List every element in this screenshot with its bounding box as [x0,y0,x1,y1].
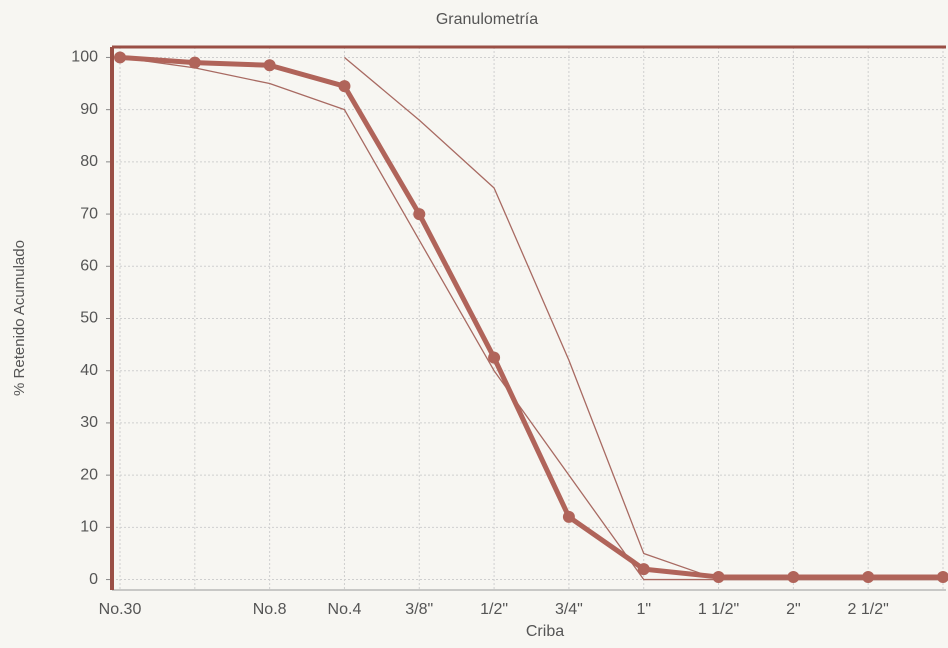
point [413,208,426,221]
chart-title: Granulometría [436,11,538,28]
point [263,59,276,72]
x-axis-label: Criba [526,623,564,640]
point [488,351,501,364]
y-tick-label: 100 [71,49,98,66]
point [712,570,725,583]
series-line [119,54,943,580]
y-tick-label: 70 [80,205,98,222]
y-tick-label: 0 [89,571,98,588]
point [787,570,800,583]
x-tick-label: 2 1/2" [848,601,889,618]
y-tick-label: 30 [80,414,98,431]
y-tick-label: 80 [80,153,98,170]
point [562,510,575,523]
y-tick-label: 40 [80,362,98,379]
x-tick-label: 3/8" [405,601,433,618]
x-tick-label: 3/4" [555,601,583,618]
x-tick-label: 1 1/2" [698,601,739,618]
point [862,570,875,583]
x-tick-label: 1" [636,601,651,618]
point [937,570,948,583]
x-tick-label: 1/2" [480,601,508,618]
y-tick-label: 20 [80,466,98,483]
y-tick-label: 50 [80,310,98,327]
x-tick-label: No.4 [328,601,362,618]
y-tick-label: 10 [80,519,98,536]
point [188,56,201,69]
y-tick-label: 60 [80,258,98,275]
point [338,80,351,93]
y-axis-label: % Retenido Acumulado [11,240,28,396]
x-tick-label: 2" [786,601,801,618]
x-tick-label: No.30 [99,601,142,618]
y-tick-label: 90 [80,101,98,118]
point [637,563,650,576]
point [114,51,126,64]
x-tick-label: No.8 [253,601,287,618]
series-line [119,56,943,581]
